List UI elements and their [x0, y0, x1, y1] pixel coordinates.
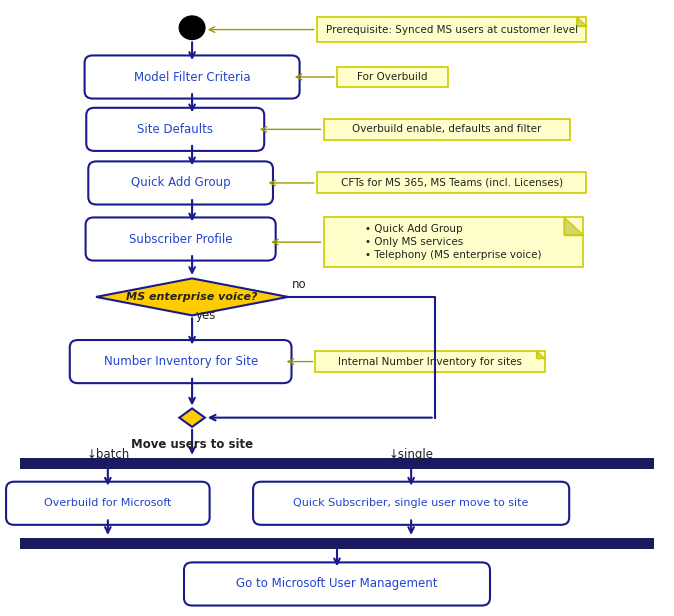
Text: MS enterprise voice?: MS enterprise voice? — [126, 292, 258, 302]
Polygon shape — [96, 278, 288, 315]
Text: yes: yes — [195, 309, 216, 322]
FancyBboxPatch shape — [253, 482, 569, 525]
FancyBboxPatch shape — [86, 108, 264, 151]
Polygon shape — [537, 351, 545, 359]
Text: Overbuild for Microsoft: Overbuild for Microsoft — [44, 498, 171, 508]
FancyBboxPatch shape — [337, 67, 448, 87]
Text: no: no — [292, 278, 307, 291]
FancyBboxPatch shape — [20, 538, 654, 549]
Text: Model Filter Criteria: Model Filter Criteria — [133, 70, 251, 84]
Text: Go to Microsoft User Management: Go to Microsoft User Management — [237, 577, 437, 591]
Circle shape — [179, 16, 205, 39]
Polygon shape — [179, 408, 205, 427]
FancyBboxPatch shape — [88, 161, 273, 205]
FancyBboxPatch shape — [184, 562, 490, 606]
FancyBboxPatch shape — [317, 172, 586, 193]
FancyBboxPatch shape — [317, 17, 586, 42]
Text: Site Defaults: Site Defaults — [137, 123, 213, 136]
Text: Number Inventory for Site: Number Inventory for Site — [104, 355, 257, 368]
Text: Prerequisite: Synced MS users at customer level: Prerequisite: Synced MS users at custome… — [326, 25, 578, 34]
Text: Subscriber Profile: Subscriber Profile — [129, 232, 233, 246]
Text: CFTs for MS 365, MS Teams (incl. Licenses): CFTs for MS 365, MS Teams (incl. License… — [340, 178, 563, 188]
FancyBboxPatch shape — [70, 340, 292, 383]
Polygon shape — [577, 17, 586, 26]
Text: Quick Subscriber, single user move to site: Quick Subscriber, single user move to si… — [293, 498, 529, 508]
FancyBboxPatch shape — [6, 482, 210, 525]
FancyBboxPatch shape — [86, 217, 276, 261]
Text: Quick Add Group: Quick Add Group — [131, 176, 231, 190]
Text: Overbuild enable, defaults and filter: Overbuild enable, defaults and filter — [352, 124, 541, 134]
FancyBboxPatch shape — [324, 217, 583, 267]
Text: For Overbuild: For Overbuild — [357, 72, 428, 82]
Text: Move users to site: Move users to site — [131, 438, 253, 452]
Text: Internal Number Inventory for sites: Internal Number Inventory for sites — [338, 357, 522, 367]
FancyBboxPatch shape — [84, 55, 300, 99]
Polygon shape — [564, 217, 583, 235]
Text: ↓single: ↓single — [389, 448, 433, 461]
Text: • Quick Add Group
• Only MS services
• Telephony (MS enterprise voice): • Quick Add Group • Only MS services • T… — [365, 224, 541, 261]
FancyBboxPatch shape — [20, 458, 654, 469]
FancyBboxPatch shape — [324, 119, 570, 140]
FancyBboxPatch shape — [315, 351, 545, 372]
Text: ↓batch: ↓batch — [86, 448, 129, 461]
